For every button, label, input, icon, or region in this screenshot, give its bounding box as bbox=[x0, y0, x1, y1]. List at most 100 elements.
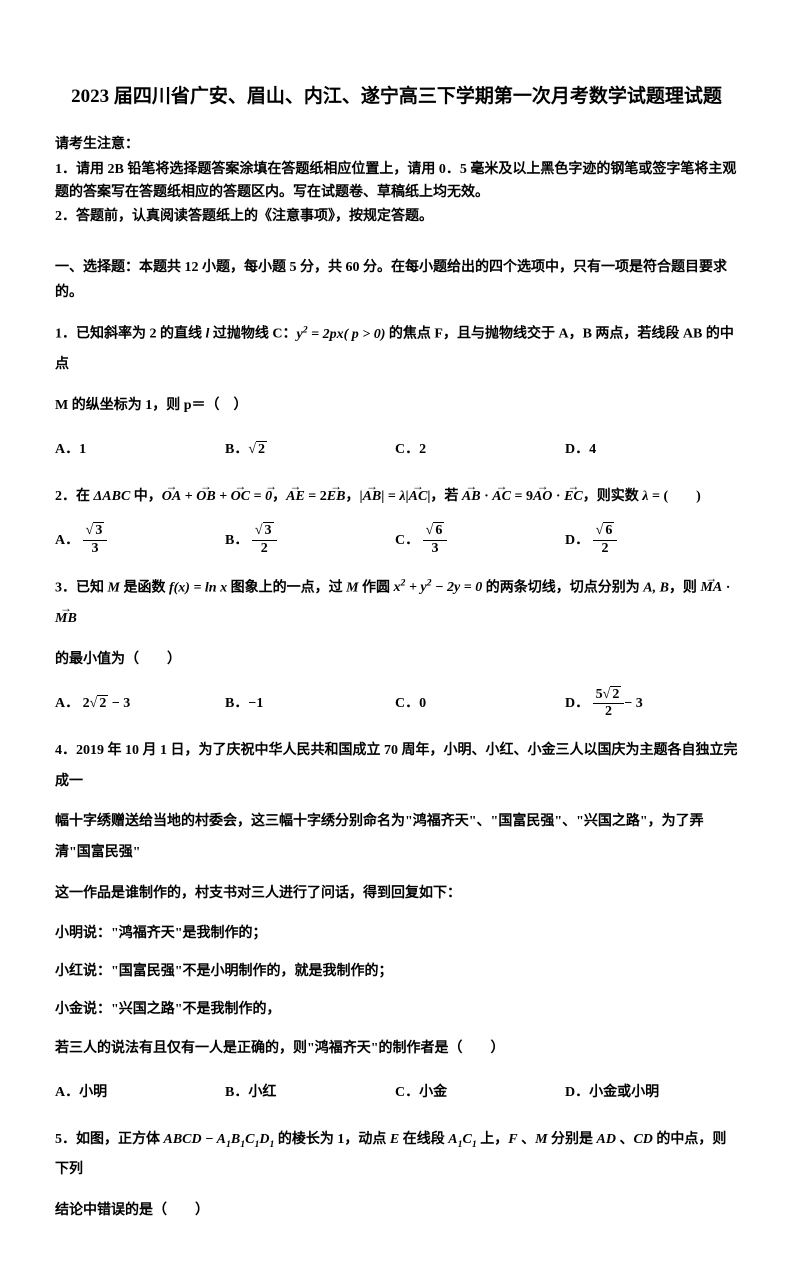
q2-option-b: B． 32 bbox=[225, 523, 395, 559]
q4-dialogue-3: 小金说："兴国之路"不是我制作的， bbox=[55, 996, 738, 1024]
q2-oc: OC bbox=[231, 482, 250, 513]
q5-E: E bbox=[390, 1132, 399, 1147]
q3-c-label: C． bbox=[395, 691, 419, 716]
q2-a-label: A． bbox=[55, 528, 79, 553]
question-5-line2: 结论中错误的是（ ） bbox=[55, 1196, 738, 1227]
q2-eb: EB bbox=[327, 482, 346, 513]
notice-header: 请考生注意： bbox=[55, 132, 738, 157]
q2-option-d: D． 62 bbox=[565, 523, 735, 559]
q3-text-6: ，则 bbox=[669, 580, 701, 595]
q3-text-4: 作圆 bbox=[359, 580, 394, 595]
q5-text-1: 5．如图，正方体 bbox=[55, 1132, 164, 1147]
q3-option-b: B．−1 bbox=[225, 686, 395, 722]
notice-1: 1．请用 2B 铅笔将选择题答案涂填在答题纸相应位置上，请用 0．5 毫米及以上… bbox=[55, 159, 738, 204]
q2-ab: AB bbox=[363, 482, 382, 513]
question-4-line3: 这一作品是谁制作的，村支书对三人进行了问话，得到回复如下： bbox=[55, 879, 738, 910]
section-1-header: 一、选择题：本题共 12 小题，每小题 5 分，共 60 分。在每小题给出的四个… bbox=[55, 255, 738, 305]
question-1: 1．已知斜率为 2 的直线 l 过抛物线 C：y2 = 2px( p > 0) … bbox=[55, 319, 738, 381]
q1-b-label: B． bbox=[225, 437, 248, 462]
q3-MA: MA bbox=[700, 573, 722, 604]
q3-text-2: 是函数 bbox=[120, 580, 169, 595]
q2-b-frac: 32 bbox=[252, 523, 277, 558]
q3-MB: MB bbox=[55, 604, 77, 635]
question-2: 2．在 ΔABC 中，OA + OB + OC = 0，AE = 2EB，|AB… bbox=[55, 482, 738, 513]
q2-text-5: ，若 bbox=[430, 489, 462, 504]
q2-text-7: = ( ) bbox=[648, 489, 700, 504]
q4-option-c: C．小金 bbox=[395, 1075, 565, 1111]
q5-text-5: 、 bbox=[518, 1132, 536, 1147]
q2-option-a: A． 33 bbox=[55, 523, 225, 559]
q2-oa: OA bbox=[162, 482, 181, 513]
q2-a-frac: 33 bbox=[83, 523, 108, 558]
q1-option-d: D．4 bbox=[565, 432, 735, 468]
q3-a-label: A． bbox=[55, 691, 79, 716]
q3-M2: M bbox=[346, 580, 358, 595]
q2-tri: ΔABC bbox=[94, 489, 131, 504]
q3-fx: f(x) = ln x bbox=[169, 580, 227, 595]
q3-b-val: −1 bbox=[248, 691, 263, 716]
q1-options: A．1 B．2 C．2 D．4 bbox=[55, 432, 738, 468]
q3-d-label: D． bbox=[565, 691, 589, 716]
q3-b-label: B． bbox=[225, 691, 248, 716]
q4-dialogue-1: 小明说："鸿福齐天"是我制作的； bbox=[55, 920, 738, 948]
exam-title: 2023 届四川省广安、眉山、内江、遂宁高三下学期第一次月考数学试题理试题 bbox=[55, 80, 738, 114]
q2-d-label: D． bbox=[565, 528, 589, 553]
q2-ao: AO bbox=[533, 482, 552, 513]
q5-M: M bbox=[535, 1132, 547, 1147]
q5-CD: CD bbox=[633, 1132, 652, 1147]
q3-d-frac: 522 bbox=[593, 687, 625, 722]
q4-condition: 若三人的说法有且仅有一人是正确的，则"鸿福齐天"的制作者是（ ） bbox=[55, 1034, 738, 1065]
q3-circle: x2 + y2 − 2y = 0 bbox=[394, 580, 483, 595]
q2-ac2: AC bbox=[492, 482, 511, 513]
q2-text-1: 2．在 bbox=[55, 489, 94, 504]
q3-a-val: 22 − 3 bbox=[83, 691, 131, 716]
q5-text-3: 在线段 bbox=[399, 1132, 448, 1147]
q3-option-d: D． 522 − 3 bbox=[565, 686, 735, 722]
q5-text-7: 、 bbox=[616, 1132, 634, 1147]
q5-AD: AD bbox=[597, 1132, 616, 1147]
q1-b-sqrt: 2 bbox=[248, 437, 267, 462]
question-4-line2: 幅十字绣赠送给当地的村委会，这三幅十字绣分别命名为"鸿福齐天"、"国富民强"、"… bbox=[55, 807, 738, 869]
q3-text-5: 的两条切线，切点分别为 bbox=[482, 580, 643, 595]
q3-option-c: C．0 bbox=[395, 686, 565, 722]
q5-text-6: 分别是 bbox=[548, 1132, 597, 1147]
q2-text-2: 中， bbox=[130, 489, 162, 504]
q4-options: A．小明 B．小红 C．小金 D．小金或小明 bbox=[55, 1075, 738, 1111]
q2-zero: 0 bbox=[265, 482, 272, 513]
q1-text-1: 1．已知斜率为 2 的直线 bbox=[55, 327, 206, 342]
question-3-line2: 的最小值为（ ） bbox=[55, 645, 738, 676]
q5-seg: A1C1 bbox=[448, 1132, 477, 1147]
question-3: 3．已知 M 是函数 f(x) = ln x 图象上的一点，过 M 作圆 x2 … bbox=[55, 573, 738, 635]
q2-text-4: ， bbox=[345, 489, 359, 504]
q2-options: A． 33 B． 32 C． 63 D． 62 bbox=[55, 523, 738, 559]
q2-c-label: C． bbox=[395, 528, 419, 553]
q2-ae: AE bbox=[286, 482, 305, 513]
q3-c-val: 0 bbox=[419, 691, 426, 716]
question-4-line1: 4．2019 年 10 月 1 日，为了庆祝中华人民共和国成立 70 周年，小明… bbox=[55, 736, 738, 798]
notice-2: 2．答题前，认真阅读答题纸上的《注意事项》，按规定答题。 bbox=[55, 206, 738, 228]
q5-text-2: 的棱长为 1，动点 bbox=[274, 1132, 390, 1147]
q1-option-c: C．2 bbox=[395, 432, 565, 468]
q4-option-a: A．小明 bbox=[55, 1075, 225, 1111]
q4-dialogue-2: 小红说："国富民强"不是小明制作的，就是我制作的； bbox=[55, 958, 738, 986]
q2-ob: OB bbox=[196, 482, 215, 513]
question-1-line2: M 的纵坐标为 1，则 p＝（ ） bbox=[55, 391, 738, 422]
q3-text-1: 3．已知 bbox=[55, 580, 108, 595]
question-5: 5．如图，正方体 ABCD − A1B1C1D1 的棱长为 1，动点 E 在线段… bbox=[55, 1125, 738, 1187]
q2-text-6: ，则实数 bbox=[583, 489, 643, 504]
q3-option-a: A． 22 − 3 bbox=[55, 686, 225, 722]
q2-ac: AC bbox=[409, 482, 428, 513]
q3-options: A． 22 − 3 B．−1 C．0 D． 522 − 3 bbox=[55, 686, 738, 722]
q3-AB: A, B bbox=[643, 580, 669, 595]
q2-option-c: C． 63 bbox=[395, 523, 565, 559]
q2-d-frac: 62 bbox=[593, 523, 618, 558]
q1-formula: y2 = 2px( p > 0) bbox=[297, 327, 386, 342]
q1-text-2: 过抛物线 C： bbox=[209, 327, 296, 342]
q3-M: M bbox=[108, 580, 120, 595]
q2-ec: EC bbox=[564, 482, 583, 513]
q4-option-b: B．小红 bbox=[225, 1075, 395, 1111]
q5-F: F bbox=[508, 1132, 517, 1147]
q4-option-d: D．小金或小明 bbox=[565, 1075, 735, 1111]
q5-text-4: 上， bbox=[477, 1132, 509, 1147]
q1-option-b: B．2 bbox=[225, 432, 395, 468]
